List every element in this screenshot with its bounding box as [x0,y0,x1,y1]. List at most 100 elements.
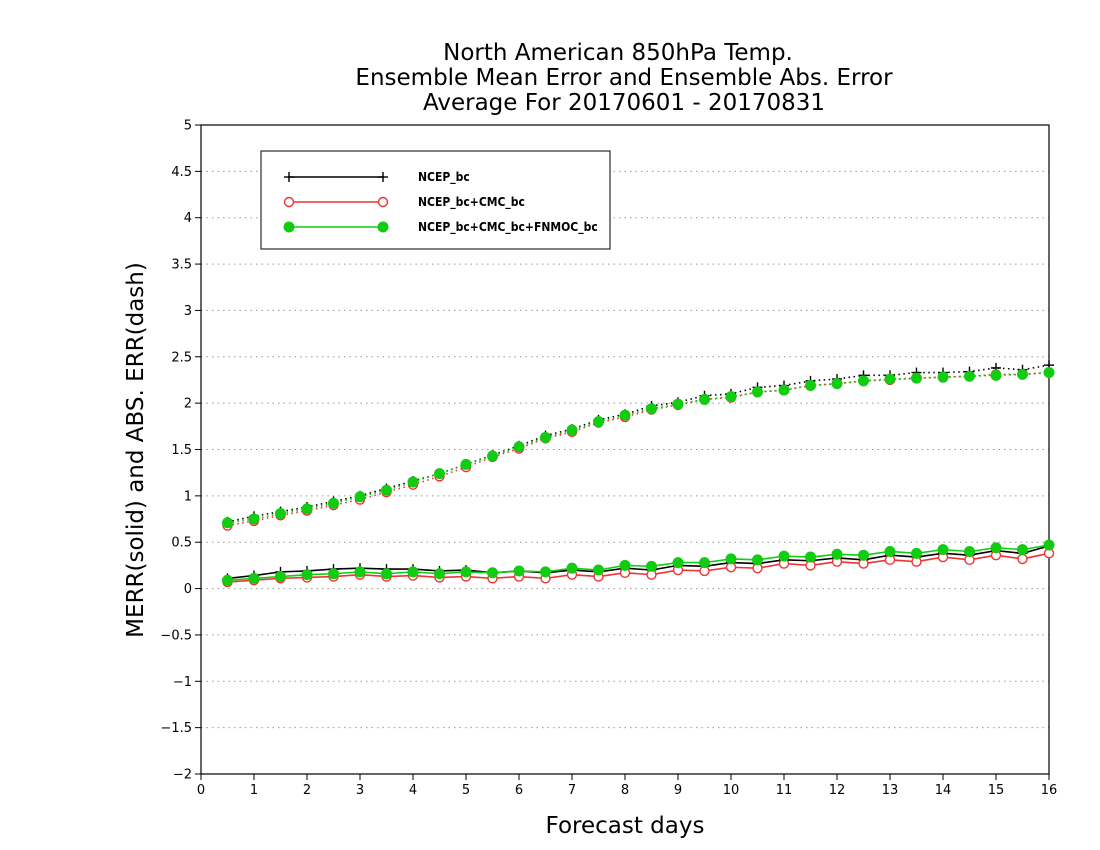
abs-err-point-ncep-bc-cmc-bc-fnmoc-bc [513,441,525,453]
merr-point-ncep-bc-cmc-bc [1017,553,1028,565]
merr-point-ncep-bc-cmc-bc-fnmoc-bc [248,572,260,584]
y-tick-label: 1.5 [171,443,192,458]
legend-marker [283,221,295,233]
x-tick-label: 10 [723,783,740,798]
series-ncep-bc-cmc-bc-fnmoc-bc [222,367,1055,586]
abs-err-point-ncep-bc-cmc-bc-fnmoc-bc [566,424,578,436]
chart-title-line-1: North American 850hPa Temp. [443,40,793,66]
merr-point-ncep-bc-cmc-bc-fnmoc-bc [1017,544,1028,556]
x-axis: 0 1 2 3 4 5 6 7 8 9 10 11 12 13 14 15 16 [197,774,1057,798]
abs-err-point-ncep-bc-cmc-bc-fnmoc-bc [328,497,339,509]
merr-point-ncep-bc-cmc-bc-fnmoc-bc [1043,539,1055,551]
merr-point-ncep-bc-cmc-bc-fnmoc-bc [460,566,472,578]
chart-title-line-2: Ensemble Mean Error and Ensemble Abs. Er… [355,65,893,91]
merr-point-ncep-bc-cmc-bc-fnmoc-bc [778,550,790,562]
abs-err-point-ncep-bc-cmc-bc-fnmoc-bc [699,393,710,405]
x-tick-label: 9 [674,783,682,798]
abs-err-point-ncep-bc-cmc-bc-fnmoc-bc [752,386,763,398]
x-tick-label: 0 [197,783,205,798]
merr-point-ncep-bc-cmc-bc-fnmoc-bc [646,560,657,572]
abs-err-point-ncep-bc-cmc-bc-fnmoc-bc [911,372,922,384]
merr-point-ncep-bc-cmc-bc-fnmoc-bc [540,566,551,578]
legend-label: NCEP_bc [418,170,470,185]
abs-err-point-ncep-bc-cmc-bc-fnmoc-bc [434,468,445,480]
legend-item-ncep-bc: NCEP_bc [284,170,470,185]
abs-err-point-ncep-bc-cmc-bc-fnmoc-bc [460,458,472,470]
abs-err-point-ncep-bc-cmc-bc-fnmoc-bc [222,517,233,529]
legend-marker [283,196,295,208]
y-axis: −2 −1.5 −1 −0.5 0 0.5 1 1.5 2 2.5 3 3.5 4 4.5 5 [160,119,201,783]
merr-point-ncep-bc-cmc-bc-fnmoc-bc [566,562,578,574]
abs-err-point-ncep-bc-cmc-bc-fnmoc-bc [646,403,657,415]
merr-point-ncep-bc-cmc-bc-fnmoc-bc [831,548,843,560]
abs-err-point-ncep-bc-cmc-bc-fnmoc-bc [672,398,684,410]
abs-err-point-ncep-bc-cmc-bc-fnmoc-bc [593,416,604,428]
merr-point-ncep-bc-cmc-bc-fnmoc-bc [911,547,922,559]
merr-point-ncep-bc-cmc-bc-fnmoc-bc [619,559,631,571]
x-tick-label: 7 [568,783,576,798]
merr-point-ncep-bc-cmc-bc-fnmoc-bc [593,564,604,576]
abs-err-point-ncep-bc-cmc-bc-fnmoc-bc [725,391,737,403]
legend-item-ncep-bc-cmc-bc-fnmoc-bc: NCEP_bc+CMC_bc+FNMOC_bc [283,220,598,235]
x-tick-label: 4 [409,783,417,798]
merr-point-ncep-bc-cmc-bc-fnmoc-bc [407,566,419,578]
abs-err-point-ncep-bc-cmc-bc-fnmoc-bc [354,491,366,503]
merr-point-ncep-bc-cmc-bc-fnmoc-bc [275,571,286,583]
series-ncep-bc [222,360,1054,584]
merr-point-ncep-bc-cmc-bc-fnmoc-bc [672,557,684,569]
x-tick-label: 16 [1041,783,1058,798]
chart-title: North American 850hPa Temp. Ensemble Mea… [355,40,893,116]
abs-err-point-ncep-bc-cmc-bc-fnmoc-bc [540,431,551,443]
chart-title-line-3: Average For 20170601 - 20170831 [423,90,825,116]
legend-marker [284,172,294,182]
abs-err-point-ncep-bc-cmc-bc-fnmoc-bc [619,409,631,421]
abs-err-point-ncep-bc-cmc-bc-fnmoc-bc [487,450,498,462]
merr-point-ncep-bc-cmc-bc-fnmoc-bc [937,544,949,556]
abs-err-point-ncep-bc-cmc-bc-fnmoc-bc [778,384,790,396]
legend-box [260,150,611,250]
y-tick-label: 2 [184,397,192,412]
abs-err-point-ncep-bc-cmc-bc-fnmoc-bc [805,380,816,392]
x-tick-label: 8 [621,783,629,798]
x-tick-label: 1 [250,783,258,798]
y-axis-label: MERR(solid) and ABS. ERR(dash) [123,262,149,638]
legend-marker [377,221,389,233]
y-tick-label: 2.5 [171,350,192,365]
legend-item-ncep-bc-cmc-bc: NCEP_bc+CMC_bc [283,195,525,210]
abs-err-point-ncep-bc-cmc-bc-fnmoc-bc [1017,368,1028,380]
merr-point-ncep-bc-cmc-bc-fnmoc-bc [725,553,737,565]
x-tick-label: 15 [988,783,1005,798]
y-tick-label: 5 [184,119,192,134]
abs-err-line-ncep-bc-cmc-bc-fnmoc-bc [227,371,1050,524]
y-tick-label: 0.5 [171,536,192,551]
merr-point-ncep-bc-cmc-bc-fnmoc-bc [487,567,498,579]
x-tick-label: 13 [882,783,899,798]
series-ncep-bc-cmc-bc [222,367,1055,588]
legend-marker [377,196,389,208]
x-axis-label: Forecast days [546,813,705,839]
abs-err-point-ncep-bc-cmc-bc-fnmoc-bc [937,371,949,383]
abs-err-point-ncep-bc-cmc-bc-fnmoc-bc [301,503,313,515]
x-tick-label: 2 [303,783,311,798]
plot-series [222,360,1055,588]
x-tick-label: 3 [356,783,364,798]
y-tick-label: 4 [184,211,192,226]
y-tick-label: −1 [173,675,192,690]
merr-point-ncep-bc-cmc-bc-fnmoc-bc [964,545,975,557]
abs-err-point-ncep-bc-cmc-bc-fnmoc-bc [275,507,286,519]
x-tick-label: 5 [462,783,470,798]
y-tick-label: 1 [184,489,192,504]
y-tick-label: 3 [184,304,192,319]
legend-marker [378,172,388,182]
y-tick-label: 4.5 [171,165,192,180]
abs-err-point-ncep-bc-cmc-bc-fnmoc-bc [858,375,869,387]
merr-point-ncep-bc-cmc-bc-fnmoc-bc [805,551,816,563]
abs-err-point-ncep-bc-cmc-bc-fnmoc-bc [407,476,419,488]
abs-err-point-ncep-bc-cmc-bc-fnmoc-bc [831,378,843,390]
merr-point-ncep-bc-cmc-bc-fnmoc-bc [434,568,445,580]
abs-err-point-ncep-bc-cmc-bc-fnmoc-bc [990,369,1002,381]
abs-err-point-ncep-bc-cmc-bc-fnmoc-bc [1043,367,1055,379]
abs-err-point-ncep-bc-cmc-bc-fnmoc-bc [248,513,260,525]
x-tick-label: 6 [515,783,523,798]
